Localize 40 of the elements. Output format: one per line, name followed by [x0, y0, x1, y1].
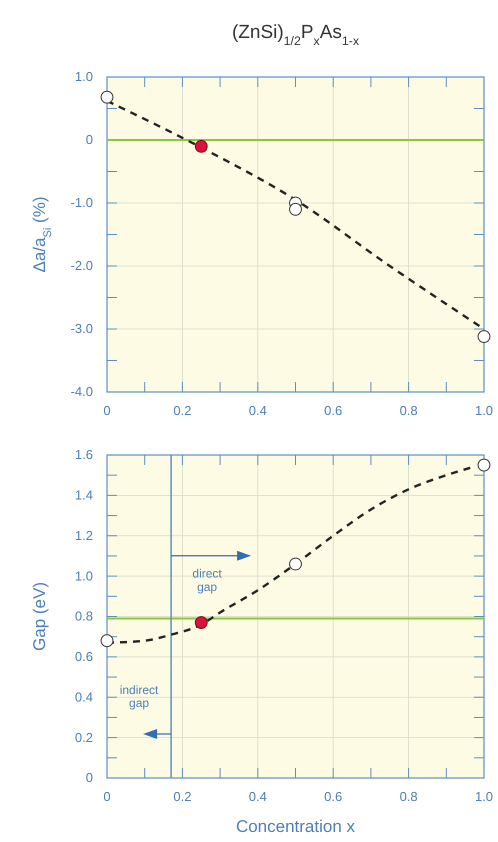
y-tick-label: 0	[86, 132, 93, 148]
x-tick-label: 0.6	[324, 403, 342, 418]
y-tick-label: 0	[86, 770, 93, 786]
point	[100, 634, 114, 648]
x-tick-label: 0.2	[173, 403, 192, 418]
point	[289, 558, 302, 570]
y-tick-label: 1.4	[74, 488, 93, 503]
x-tick-label: 0	[103, 789, 111, 804]
point	[194, 140, 208, 153]
x-tick-label: 0.4	[248, 789, 267, 804]
annotation: direct gap	[192, 566, 222, 594]
y-tick-label: 0.2	[74, 730, 93, 745]
y-tick-label: 0.8	[74, 608, 93, 624]
x-tick-label: 0.8	[400, 403, 418, 418]
x-tick-label: 1.0	[474, 789, 494, 804]
y-axis-title: Gap (eV)	[30, 582, 49, 651]
y-tick-label: 1.6	[74, 447, 93, 462]
y-tick-label: 0.4	[74, 689, 93, 704]
y-tick-label: -2.0	[70, 258, 93, 274]
y-tick-label: 1.0	[74, 69, 93, 84]
point	[194, 616, 208, 629]
point	[100, 90, 114, 104]
y-tick-label: 0.6	[74, 649, 93, 664]
x-tick-label: 0	[103, 403, 111, 418]
y-tick-label: -3.0	[70, 321, 93, 336]
y-tick-label: -1.0	[70, 195, 93, 210]
point	[289, 202, 302, 216]
y-tick-label: -4.0	[70, 384, 93, 400]
x-tick-label: 0.8	[400, 789, 418, 804]
point	[478, 458, 490, 472]
x-tick-label: 0.2	[173, 789, 192, 804]
x-tick-label: 0.6	[324, 789, 342, 804]
point	[478, 330, 490, 343]
x-axis-title: Concentration x	[236, 817, 356, 836]
x-tick-label: 0.4	[248, 403, 267, 418]
chart-title: (ZnSi)$_{1/2}$P$_{x}$As$_{1-x}$	[232, 22, 360, 48]
x-tick-label: 1.0	[474, 403, 494, 418]
annotation: indirect gap	[120, 683, 160, 710]
y-tick-label: 1.2	[74, 528, 93, 543]
y-tick-label: 1.0	[74, 568, 93, 584]
